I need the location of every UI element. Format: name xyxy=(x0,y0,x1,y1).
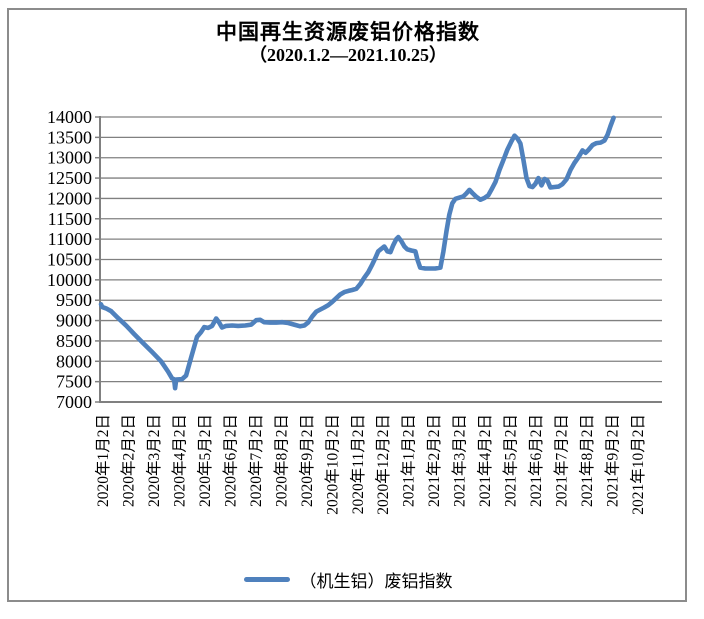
y-axis-tick-label: 8500 xyxy=(56,331,92,351)
y-axis-tick-label: 14000 xyxy=(47,107,92,127)
x-axis-tick-label: 2021年1月2日 xyxy=(400,414,418,507)
y-axis-tick-label: 11000 xyxy=(48,229,92,249)
y-axis-tick-label: 10500 xyxy=(47,250,92,270)
x-axis-tick-label: 2021年6月2日 xyxy=(527,414,545,507)
x-axis-tick-label: 2020年10月2日 xyxy=(323,414,341,515)
y-axis-tick-label: 12000 xyxy=(47,188,92,208)
x-axis-tick-label: 2021年4月2日 xyxy=(476,414,494,507)
x-axis-tick-label: 2020年6月2日 xyxy=(221,414,239,507)
y-axis-tick-label: 9000 xyxy=(56,311,92,331)
x-axis-tick-label: 2020年5月2日 xyxy=(196,414,214,507)
x-axis-tick-label: 2020年11月2日 xyxy=(349,414,367,514)
y-axis-tick-label: 12500 xyxy=(47,168,92,188)
y-axis-tick-label: 13500 xyxy=(47,127,92,147)
x-axis-tick-label: 2020年2月2日 xyxy=(119,414,137,507)
x-axis-tick-label: 2021年7月2日 xyxy=(553,414,571,507)
y-axis-tick-label: 10000 xyxy=(47,270,92,290)
x-axis-tick-label: 2020年1月2日 xyxy=(94,414,112,507)
x-axis-tick-label: 2021年5月2日 xyxy=(502,414,520,507)
x-axis-tick-label: 2020年4月2日 xyxy=(170,414,188,507)
chart-border-frame xyxy=(7,8,687,602)
y-axis-tick-label: 7500 xyxy=(56,372,92,392)
y-axis-tick-label: 9500 xyxy=(56,290,92,310)
x-axis-tick-label: 2021年10月2日 xyxy=(629,414,647,515)
x-axis-tick-label: 2020年8月2日 xyxy=(272,414,290,507)
chart-title: 中国再生资源废铝价格指数 xyxy=(216,21,480,44)
x-axis-tick-label: 2020年7月2日 xyxy=(247,414,265,507)
legend-series-label: （机生铝）废铝指数 xyxy=(299,571,453,591)
y-axis-tick-label: 13000 xyxy=(47,148,92,168)
x-axis-tick-label: 2020年3月2日 xyxy=(145,414,163,507)
y-axis-tick-label: 7000 xyxy=(56,392,92,412)
scrap-aluminum-index-line xyxy=(98,115,616,391)
chart-subtitle: （2020.1.2—2021.10.25） xyxy=(249,45,447,65)
y-axis-tick-label: 8000 xyxy=(56,351,92,371)
x-axis-tick-label: 2021年2月2日 xyxy=(425,414,443,507)
x-axis-tick-label: 2021年8月2日 xyxy=(578,414,596,507)
legend-line-swatch xyxy=(243,576,290,582)
x-axis-tick-label: 2021年9月2日 xyxy=(604,414,622,507)
x-axis-tick-label: 2020年12月2日 xyxy=(374,414,392,515)
x-axis-tick-label: 2021年3月2日 xyxy=(451,414,469,507)
chart-legend: （机生铝）废铝指数 xyxy=(7,565,689,593)
y-axis-tick-label: 11500 xyxy=(48,209,92,229)
x-axis-tick-label: 2020年9月2日 xyxy=(298,414,316,507)
